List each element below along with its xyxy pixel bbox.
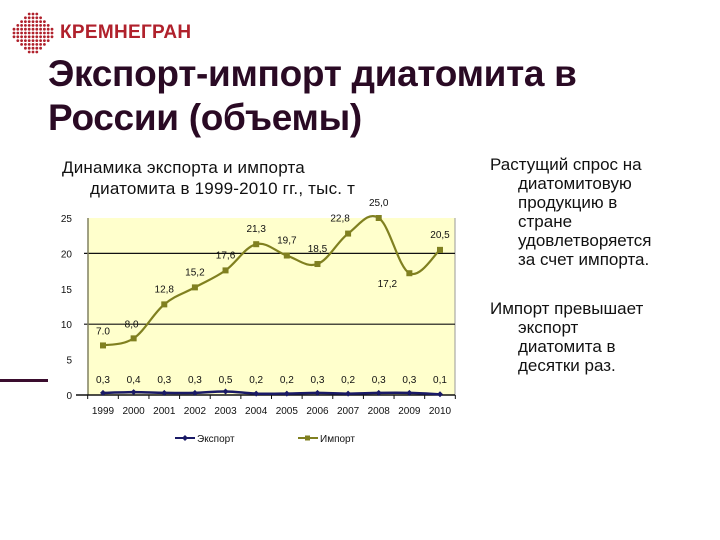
x-tick-label: 2005 (276, 406, 299, 417)
data-label: 0,3 (157, 375, 171, 386)
data-label: 0,3 (402, 375, 416, 386)
y-tick-label: 15 (61, 285, 73, 296)
bullet-text: десятки раз. (518, 356, 616, 375)
data-label: 0,3 (311, 375, 325, 386)
gridlines (84, 218, 456, 395)
data-point (100, 342, 106, 349)
data-point (437, 391, 443, 398)
slide-title: Экспорт-импорт диатомита в России (объем… (48, 53, 577, 138)
x-tick-label: 2003 (214, 406, 237, 417)
bullet-text: стране (518, 212, 573, 231)
y-tick-label: 5 (66, 356, 72, 367)
x-tick-label: 2010 (429, 406, 452, 417)
bullet-list: Растущий спрос на диатомитовую продукцию… (490, 155, 715, 375)
y-axis: 0 5 10 15 20 25 (61, 214, 89, 402)
data-label: 0,3 (96, 375, 110, 386)
company-logo-icon (12, 12, 54, 54)
x-tick-label: 2000 (123, 406, 146, 417)
data-label: 19,7 (277, 236, 297, 247)
data-point (100, 389, 106, 396)
data-point (314, 389, 321, 396)
x-axis: 1999 2000 2001 2002 2003 2004 2005 2006 2007 2008… (76, 394, 456, 417)
data-label: 25,0 (369, 198, 389, 209)
data-point (406, 389, 413, 396)
data-label: 17,2 (378, 279, 398, 290)
bullet-text: Растущий спрос на (490, 155, 642, 174)
legend-label: Импорт (320, 434, 355, 445)
data-series: 0,3 0,4 0,3 0,3 0,5 0,2 0,2 0,3 0,2 0,3 0,3 0,1 7.0 8… (96, 198, 450, 398)
x-tick-label: 2001 (153, 406, 176, 417)
data-point (345, 390, 352, 397)
data-label: 0,3 (372, 375, 386, 386)
y-tick-label: 0 (66, 391, 72, 402)
y-tick-label: 20 (61, 249, 73, 260)
bullet-item: Растущий спрос на диатомитовую продукцию… (490, 155, 715, 269)
x-tick-label: 2008 (368, 406, 391, 417)
data-point (191, 389, 198, 396)
data-label: 0,4 (127, 375, 141, 386)
y-tick-label: 10 (61, 320, 73, 331)
bullet-text: продукцию в (518, 193, 618, 212)
data-label: 20,5 (430, 230, 450, 241)
data-point (253, 390, 260, 397)
data-point (222, 388, 229, 395)
plot-area (88, 218, 455, 395)
bullet-text: Импорт превышает (490, 299, 644, 318)
data-label: 17,6 (216, 250, 236, 261)
data-point (130, 335, 137, 342)
data-label: 0,2 (280, 375, 294, 386)
data-point (253, 241, 260, 248)
bullet-text: удовлетворяется (518, 231, 652, 250)
bullet-text: диатомитовую (518, 174, 632, 193)
data-label: 18,5 (308, 244, 328, 255)
x-tick-label: 2009 (398, 406, 421, 417)
data-point (161, 389, 168, 396)
data-label: 7.0 (96, 326, 110, 337)
x-tick-label: 2006 (306, 406, 329, 417)
x-tick-label: 1999 (92, 406, 115, 417)
data-label: 22,8 (330, 214, 350, 225)
data-label: 21,3 (246, 224, 266, 235)
data-label: 0,5 (219, 375, 233, 386)
data-point (222, 267, 229, 274)
company-name: КРЕМНЕГРАН (60, 22, 192, 43)
data-point (345, 230, 352, 237)
accent-divider (0, 379, 48, 382)
data-label: 0,2 (341, 375, 355, 386)
data-point (283, 252, 290, 259)
company-logo: КРЕМНЕГРАН (12, 12, 191, 54)
chart-caption: Динамика экспорта и импорта диатомита в … (62, 157, 355, 199)
data-point (437, 246, 443, 253)
x-tick-label: 2007 (337, 406, 360, 417)
data-label: 0,2 (249, 375, 263, 386)
x-tick-label: 2004 (245, 406, 268, 417)
data-point (375, 215, 382, 221)
y-tick-label: 25 (61, 214, 73, 225)
data-point (375, 389, 382, 396)
data-point (283, 390, 290, 397)
data-label: 0,1 (433, 375, 447, 386)
data-point (191, 284, 198, 291)
bullet-text: за счет импорта. (518, 250, 650, 269)
data-point (406, 270, 413, 277)
data-point (314, 261, 321, 268)
bullet-text: диатомита в (518, 337, 616, 356)
bullet-text: экспорт (518, 318, 579, 337)
chart-caption-line2: диатомита в 1999-2010 гг., тыс. т (90, 179, 356, 198)
data-label: 12,8 (155, 284, 175, 295)
data-label: 0,3 (188, 375, 202, 386)
legend-label: Экспорт (197, 434, 235, 445)
chart-caption-line1: Динамика экспорта и импорта (62, 158, 305, 177)
data-point (161, 301, 168, 308)
data-label: 8,0 (125, 319, 139, 330)
data-label: 15,2 (185, 267, 205, 278)
bullet-item: Импорт превышает экспорт диатомита в дес… (490, 299, 715, 375)
x-tick-label: 2002 (184, 406, 207, 417)
chart-legend: Экспорт Импорт (175, 434, 355, 445)
data-point (130, 389, 137, 396)
